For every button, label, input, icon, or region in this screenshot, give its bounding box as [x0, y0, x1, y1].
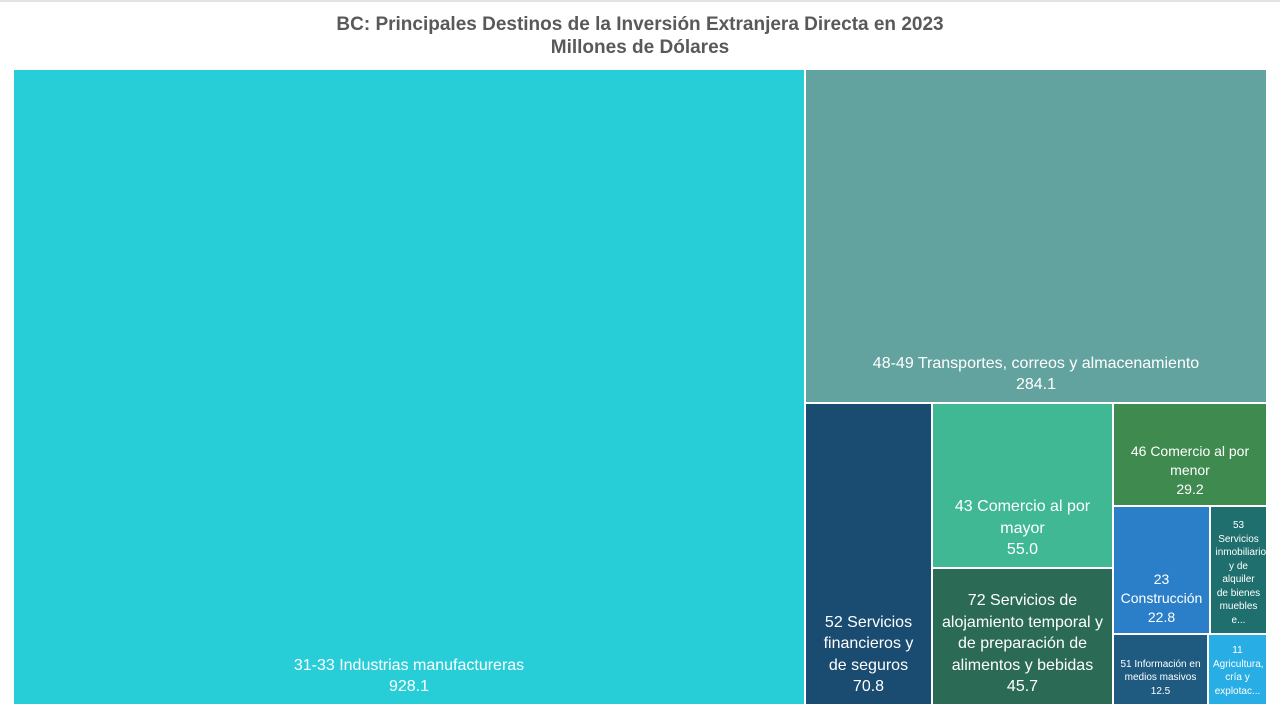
- treemap-tile-name: 48-49 Transportes, correos y almacenamie…: [872, 354, 1200, 372]
- treemap-tile-value: 29.2: [1176, 481, 1204, 498]
- treemap-tile: 31-33 Industrias manufactureras 928.1: [12, 68, 806, 706]
- treemap-tile-name: 31-33 Industrias manufactureras: [293, 656, 525, 674]
- treemap-tile-label: 52 Servicios financieros y de seguros 70.…: [806, 612, 931, 704]
- treemap-tile: 43 Comercio al por mayor 55.0: [931, 402, 1114, 569]
- treemap-tile: 11 Agricultura, cría y explotac...: [1207, 633, 1268, 706]
- treemap-tile-label: 31-33 Industrias manufactureras 928.1: [14, 655, 804, 704]
- treemap-tile-value: 284.1: [1015, 376, 1057, 394]
- chart-subtitle: Millones de Dólares: [550, 37, 730, 58]
- treemap-tile-value: 45.7: [1006, 678, 1039, 696]
- treemap-tile: 46 Comercio al por menor 29.2: [1112, 402, 1268, 507]
- treemap-tile-label: 53 Servicios inmobiliarios y de alquiler…: [1211, 519, 1268, 633]
- treemap-tile-name: 11 Agricultura, cría y explotac...: [1213, 645, 1264, 697]
- treemap-tile-label: 48-49 Transportes, correos y almacenamie…: [806, 353, 1266, 402]
- treemap-tile-value: 70.8: [852, 678, 885, 696]
- treemap-tile: 23 Construcción 22.8: [1112, 505, 1211, 635]
- treemap-tile-value: 55.0: [1006, 541, 1039, 559]
- chart-title-block: BC: Principales Destinos de la Inversión…: [0, 13, 1280, 59]
- treemap-tile-name: 51 Información en medios masivos: [1120, 658, 1201, 684]
- treemap-tile: 48-49 Transportes, correos y almacenamie…: [804, 68, 1268, 404]
- top-border-line: [0, 0, 1280, 2]
- chart-title: BC: Principales Destinos de la Inversión…: [336, 14, 944, 35]
- treemap-tile-value: 12.5: [1150, 685, 1171, 697]
- treemap-tile: 52 Servicios financieros y de seguros 70.…: [804, 402, 933, 706]
- treemap-tile: 53 Servicios inmobiliarios y de alquiler…: [1209, 505, 1268, 635]
- treemap-tile-name: 72 Servicios de alojamiento temporal y d…: [942, 592, 1103, 674]
- treemap-tile: 51 Información en medios masivos 12.5: [1112, 633, 1209, 706]
- treemap-tile-label: 46 Comercio al por menor 29.2: [1114, 442, 1266, 505]
- treemap-tile-value: 22.8: [1147, 609, 1176, 626]
- treemap-tile-name: 46 Comercio al por menor: [1130, 443, 1250, 479]
- treemap-tile-label: 11 Agricultura, cría y explotac...: [1209, 644, 1266, 704]
- treemap-tile-name: 23 Construcción: [1120, 571, 1203, 607]
- treemap-tile: 72 Servicios de alojamiento temporal y d…: [931, 567, 1114, 706]
- treemap-tile-name: 53 Servicios inmobiliarios y de alquiler…: [1215, 520, 1268, 626]
- treemap-tile-label: 72 Servicios de alojamiento temporal y d…: [933, 590, 1112, 704]
- treemap-tile-name: 52 Servicios financieros y de seguros: [823, 613, 914, 674]
- treemap-tile-label: 23 Construcción 22.8: [1114, 570, 1209, 633]
- treemap-tile-label: 51 Información en medios masivos 12.5: [1114, 658, 1207, 705]
- treemap-tile-value: 928.1: [388, 678, 430, 696]
- treemap-tile-name: 43 Comercio al por mayor: [954, 498, 1091, 537]
- treemap-tile-label: 43 Comercio al por mayor 55.0: [933, 496, 1112, 567]
